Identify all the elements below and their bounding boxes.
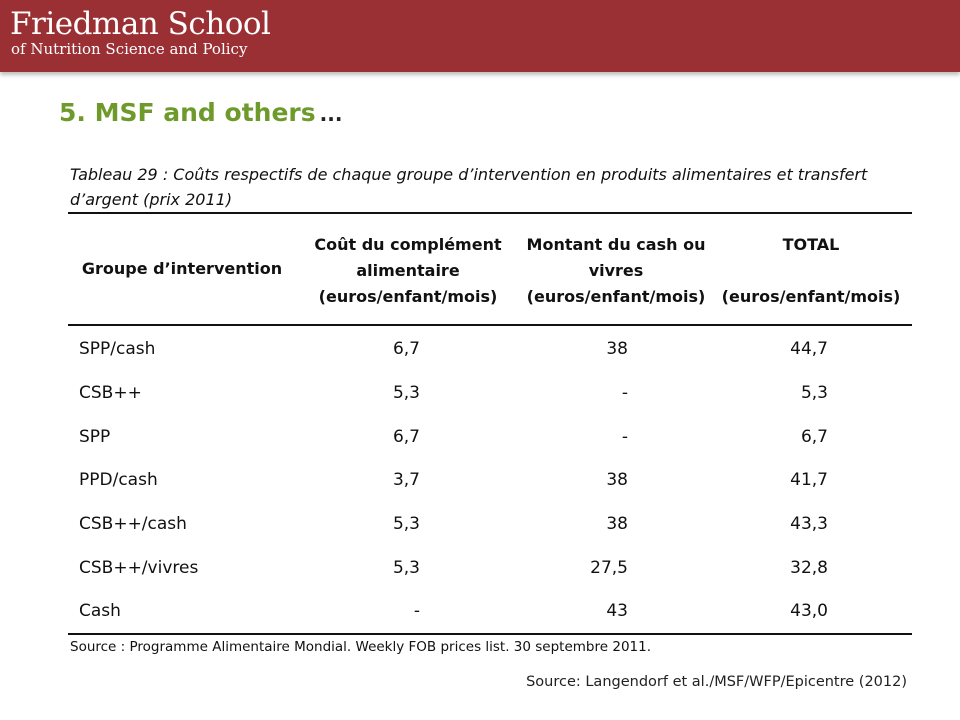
- header-banner: Friedman School of Nutrition Science and…: [0, 0, 960, 72]
- cell-supplement: 3,7: [392, 470, 420, 490]
- cell-total: 43,0: [790, 601, 828, 621]
- cell-total: 44,7: [790, 339, 828, 359]
- cell-group: CSB++: [79, 383, 142, 403]
- cell-cash: 38: [606, 514, 628, 534]
- cell-total: 32,8: [790, 558, 828, 578]
- cell-supplement: 5,3: [392, 514, 420, 534]
- school-logo-title: Friedman School: [10, 6, 271, 42]
- cell-group: SPP/cash: [79, 339, 156, 359]
- table-bottom-rule: [68, 633, 912, 635]
- cell-supplement: 6,7: [392, 339, 420, 359]
- cell-total: 43,3: [790, 514, 828, 534]
- header-supplement-line2: alimentaire: [356, 261, 460, 280]
- cell-cash: 38: [606, 339, 628, 359]
- cell-supplement: 5,3: [392, 383, 420, 403]
- table-row: PPD/cash 3,7 38 41,7: [68, 465, 912, 495]
- header-supplement-line1: Coût du complément: [314, 235, 502, 254]
- cell-total: 6,7: [800, 427, 828, 447]
- cell-cash: -: [621, 383, 628, 403]
- cell-cash: 27,5: [590, 558, 628, 578]
- cell-total: 41,7: [790, 470, 828, 490]
- header-supplement: Coût du complément alimentaire (euros/en…: [298, 232, 518, 310]
- cell-group: CSB++/cash: [79, 514, 187, 534]
- table-row: CSB++ 5,3 - 5,3: [68, 378, 912, 408]
- table-row: SPP 6,7 - 6,7: [68, 422, 912, 452]
- table-row: SPP/cash 6,7 38 44,7: [68, 334, 912, 364]
- table-row: CSB++/cash 5,3 38 43,3: [68, 509, 912, 539]
- table-row: CSB++/vivres 5,3 27,5 32,8: [68, 553, 912, 583]
- header-cash-line3: (euros/enfant/mois): [526, 287, 706, 306]
- header-total-line1: TOTAL: [782, 235, 840, 254]
- school-logo-subtitle: of Nutrition Science and Policy: [11, 40, 248, 58]
- header-total: TOTAL (euros/enfant/mois): [716, 232, 906, 310]
- header-cash-line1: Montant du cash ou: [526, 235, 706, 254]
- table-source-note: Source : Programme Alimentaire Mondial. …: [70, 639, 652, 655]
- table-row: Cash - 43 43,0: [68, 596, 912, 626]
- table-caption: Tableau 29 : Coûts respectifs de chaque …: [70, 165, 868, 209]
- header-cash-line2: vivres: [588, 261, 644, 280]
- cell-total: 5,3: [800, 383, 828, 403]
- table-top-rule: [68, 212, 912, 214]
- header-total-line3: (euros/enfant/mois): [721, 287, 901, 306]
- slide-title-text: 5. MSF and others: [59, 98, 316, 127]
- slide-title: 5. MSF and others...: [59, 96, 342, 131]
- cell-group: SPP: [79, 427, 111, 447]
- table-header-rule: [68, 324, 912, 326]
- cell-group: Cash: [79, 601, 121, 621]
- cell-supplement: 6,7: [392, 427, 420, 447]
- cell-cash: -: [621, 427, 628, 447]
- cell-supplement: -: [413, 601, 420, 621]
- header-total-spacer: [716, 258, 906, 284]
- cell-group: CSB++/vivres: [79, 558, 199, 578]
- cell-group: PPD/cash: [79, 470, 158, 490]
- cell-cash: 38: [606, 470, 628, 490]
- slide-title-ellipsis: ...: [319, 102, 343, 126]
- header-supplement-line3: (euros/enfant/mois): [318, 287, 498, 306]
- cell-cash: 43: [606, 601, 628, 621]
- header-cash: Montant du cash ou vivres (euros/enfant/…: [518, 232, 714, 310]
- header-group: Groupe d’intervention: [81, 259, 283, 278]
- cell-supplement: 5,3: [392, 558, 420, 578]
- slide-source-citation: Source: Langendorf et al./MSF/WFP/Epicen…: [526, 674, 907, 690]
